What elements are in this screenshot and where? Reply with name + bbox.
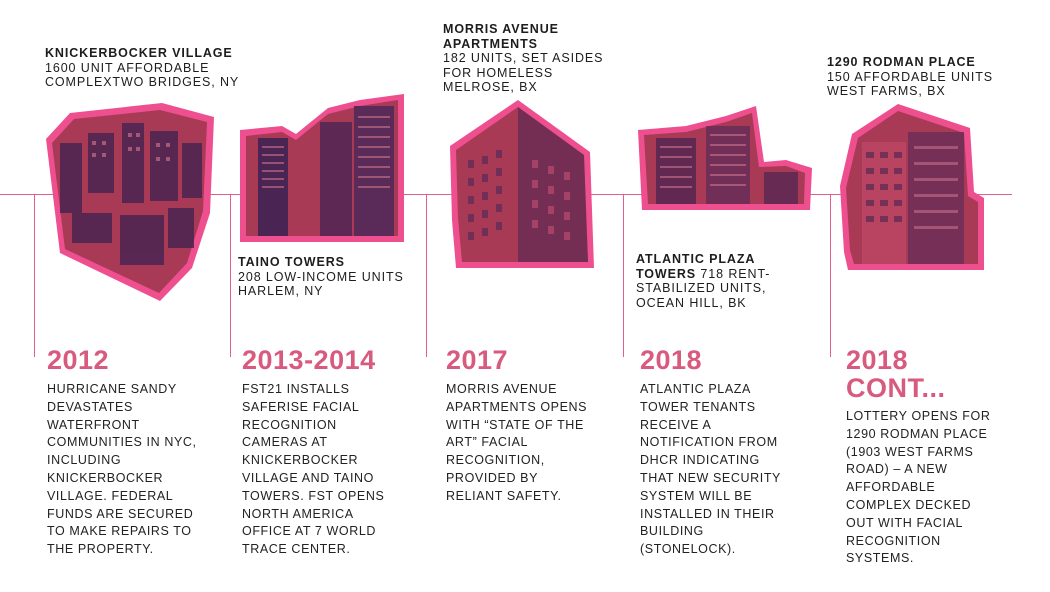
year-label-1: 2012 — [47, 345, 110, 375]
event-description-1: HURRICANE SANDY DEVASTATES WATERFRONT CO… — [47, 382, 197, 557]
building-detail: 150 AFFORDABLE UNITS — [827, 69, 993, 84]
building-label-4: ATLANTIC PLAZA TOWERS 718 RENT-STABILIZE… — [636, 252, 786, 310]
year-label-4: 2018 — [640, 345, 703, 375]
building-name: MORRIS AVENUE APARTMENTS — [443, 22, 559, 51]
building-detail: HARLEM, NY — [238, 284, 324, 298]
building-photo-atlantic-plaza — [638, 106, 812, 210]
building-detail: FOR HOMELESS — [443, 65, 554, 80]
connector-line-3 — [426, 194, 427, 357]
connector-line-4 — [623, 194, 624, 357]
building-detail: COMPLEXTWO BRIDGES, NY — [45, 75, 240, 89]
building-name: 1290 RODMAN PLACE — [827, 55, 976, 69]
building-photo-knickerbocker — [46, 103, 214, 301]
connector-line-5 — [830, 194, 831, 357]
connector-line-2 — [230, 194, 231, 357]
building-photo-morris-avenue — [450, 100, 594, 268]
building-detail: MELROSE, BX — [443, 80, 538, 94]
building-detail: WEST FARMS, BX — [827, 84, 946, 98]
building-name: ATLANTIC PLAZA TOWERS — [636, 252, 755, 281]
building-photo-taino-towers — [240, 94, 404, 242]
event-description-3: MORRIS AVENUE APARTMENTS OPENS WITH “STA… — [446, 382, 588, 503]
event-description-2: FST21 INSTALLS SAFERISE FACIAL RECOGNITI… — [242, 382, 385, 557]
year-label-2: 2013-2014 — [242, 345, 376, 375]
building-detail: 718 RENT-STABILIZED UNITS, OCEAN HILL, B… — [636, 266, 771, 310]
building-detail: 182 UNITS, SET ASIDES — [443, 51, 604, 65]
year-label-3: 2017 — [446, 345, 509, 375]
building-label-2: TAINO TOWERS 208 LOW-INCOME UNITS HARLEM… — [238, 255, 438, 299]
building-label-1: KNICKERBOCKER VILLAGE 1600 UNIT AFFORDAB… — [45, 46, 265, 90]
building-photo-rodman-place — [840, 104, 984, 270]
building-label-3: MORRIS AVENUE APARTMENTS 182 UNITS, SET … — [443, 22, 643, 95]
building-name: KNICKERBOCKER VILLAGE — [45, 46, 233, 60]
event-description-4: ATLANTIC PLAZA TOWER TENANTS RECEIVE A N… — [640, 382, 781, 557]
building-label-5: 1290 RODMAN PLACE 150 AFFORDABLE UNITS W… — [827, 55, 1027, 99]
connector-line-1 — [34, 194, 35, 357]
building-detail: 208 LOW-INCOME UNITS — [238, 269, 404, 284]
building-detail: 1600 UNIT AFFORDABLE — [45, 60, 210, 75]
event-description-5: LOTTERY OPENS FOR 1290 RODMAN PLACE (190… — [846, 409, 991, 566]
year-label-5: 2018 CONT... — [846, 345, 946, 403]
building-name: TAINO TOWERS — [238, 255, 345, 269]
